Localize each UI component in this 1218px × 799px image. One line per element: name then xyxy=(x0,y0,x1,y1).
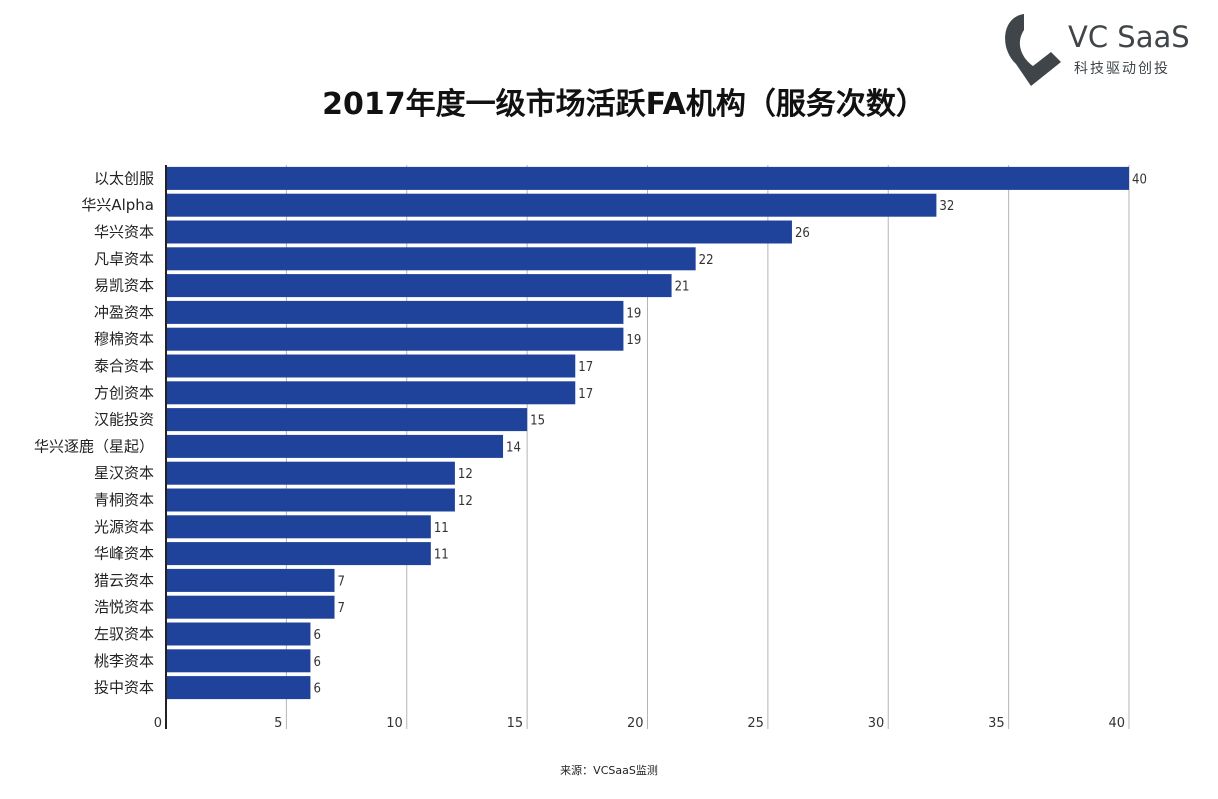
value-label: 40 xyxy=(1132,172,1147,187)
bar xyxy=(166,622,311,646)
logo-tagline: 科技驱动创投 xyxy=(1074,61,1170,77)
value-label: 22 xyxy=(699,253,714,268)
category-label: 光源资本 xyxy=(94,518,154,536)
value-label: 14 xyxy=(506,440,521,455)
value-label: 15 xyxy=(530,414,545,429)
category-label: 猎云资本 xyxy=(94,571,154,589)
category-label: 凡卓资本 xyxy=(94,250,154,268)
category-label: 华兴资本 xyxy=(94,223,154,241)
x-tick-label: 30 xyxy=(868,716,885,731)
x-tick-label: 35 xyxy=(988,716,1005,731)
bar xyxy=(166,488,455,512)
value-label: 6 xyxy=(313,655,320,670)
category-label: 华峰资本 xyxy=(94,545,154,563)
x-tick-label: 15 xyxy=(507,716,524,731)
bar xyxy=(166,461,455,485)
x-tick-label: 40 xyxy=(1108,716,1125,731)
value-label: 19 xyxy=(626,333,641,348)
bar xyxy=(166,354,576,378)
value-label: 7 xyxy=(338,601,345,616)
category-label: 青桐资本 xyxy=(94,491,154,509)
x-tick-label: 0 xyxy=(154,716,162,731)
value-labels: 40 32 26 22 21 19 19 17 17 15 14 12 12 11 11 7 7 6 6 6 xyxy=(313,172,1146,696)
bar xyxy=(166,220,792,244)
bar xyxy=(166,327,624,351)
bars xyxy=(166,166,1129,700)
value-label: 17 xyxy=(578,360,593,375)
value-label: 19 xyxy=(626,306,641,321)
x-axis-ticks: 0 5 10 15 20 25 30 35 40 xyxy=(154,716,1125,731)
bar xyxy=(166,247,696,271)
category-label: 桃李资本 xyxy=(94,652,154,670)
value-label: 6 xyxy=(313,628,320,643)
bar xyxy=(166,595,335,619)
bar xyxy=(166,649,311,673)
category-label: 方创资本 xyxy=(94,384,154,402)
value-label: 32 xyxy=(939,199,954,214)
bar xyxy=(166,515,431,539)
bar xyxy=(166,434,504,458)
bar xyxy=(166,274,672,298)
logo-mark-icon xyxy=(1005,14,1061,86)
category-label: 以太创服 xyxy=(94,169,154,187)
category-label: 左驭资本 xyxy=(94,625,154,643)
category-label: 华兴Alpha xyxy=(81,196,154,214)
value-label: 26 xyxy=(795,226,810,241)
value-label: 17 xyxy=(578,387,593,402)
bar xyxy=(166,676,311,700)
x-tick-label: 20 xyxy=(627,716,644,731)
value-label: 21 xyxy=(675,280,690,295)
x-tick-label: 5 xyxy=(274,716,282,731)
chart-title: 2017年度一级市场活跃FA机构（服务次数） xyxy=(322,87,926,122)
value-label: 7 xyxy=(338,574,345,589)
category-label: 星汉资本 xyxy=(94,464,154,482)
category-label: 易凯资本 xyxy=(94,277,154,295)
bar xyxy=(166,542,431,566)
bar xyxy=(166,300,624,324)
category-label: 投中资本 xyxy=(94,679,154,697)
value-label: 12 xyxy=(458,467,473,482)
category-label: 冲盈资本 xyxy=(94,303,154,321)
category-label: 华兴逐鹿（星起） xyxy=(34,437,154,455)
source-note: 来源：VCSaaS监测 xyxy=(560,763,658,777)
logo-name: VC SaaS xyxy=(1068,20,1190,54)
value-label: 11 xyxy=(434,548,449,563)
bar xyxy=(166,381,576,405)
bar xyxy=(166,193,937,217)
x-tick-label: 25 xyxy=(747,716,764,731)
value-label: 12 xyxy=(458,494,473,509)
x-tick-label: 10 xyxy=(386,716,403,731)
value-label: 11 xyxy=(434,521,449,536)
value-label: 6 xyxy=(313,682,320,697)
category-label: 浩悦资本 xyxy=(94,598,154,616)
bar xyxy=(166,166,1129,190)
category-label: 泰合资本 xyxy=(94,357,154,375)
brand-logo: VC SaaS 科技驱动创投 xyxy=(1005,14,1190,86)
bar xyxy=(166,568,335,592)
category-label: 穆棉资本 xyxy=(94,330,154,348)
category-label: 汉能投资 xyxy=(94,411,154,429)
bar xyxy=(166,408,528,432)
